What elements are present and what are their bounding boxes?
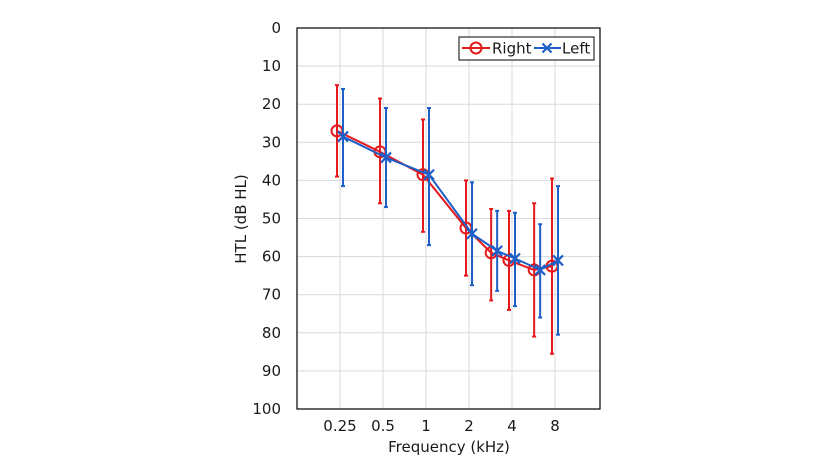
x-tick-label: 0.5 — [371, 417, 395, 435]
legend-item-right: Right — [462, 40, 532, 58]
grid — [297, 27, 600, 410]
y-tick-label: 50 — [262, 210, 281, 228]
y-tick-label: 60 — [262, 248, 281, 266]
y-tick-label: 90 — [262, 362, 281, 380]
data-point-left — [380, 151, 392, 164]
x-tick-label: 8 — [550, 417, 560, 435]
y-tick-label: 100 — [252, 400, 281, 418]
y-tick-label: 70 — [262, 286, 281, 304]
y-axis-label: HTL (dB HL) — [232, 174, 250, 264]
series-layer — [330, 84, 564, 355]
plot-frame — [296, 27, 601, 410]
series-line-right — [336, 129, 553, 271]
y-tick-label: 0 — [271, 19, 281, 37]
y-tick-label: 40 — [262, 171, 281, 189]
data-point-left — [491, 245, 503, 257]
legend-marker-left — [541, 42, 553, 54]
legend: Right Left — [458, 36, 595, 61]
series-line-left — [342, 135, 559, 272]
x-tick-label: 0.25 — [323, 417, 356, 435]
data-point-left — [423, 168, 435, 181]
legend-marker-right — [469, 41, 483, 55]
legend-label-right: Right — [492, 40, 532, 58]
legend-item-left: Left — [534, 40, 590, 58]
data-point-left — [509, 252, 521, 265]
y-tick-label: 10 — [262, 57, 281, 75]
data-point-left — [552, 254, 564, 267]
data-point-left — [466, 227, 478, 240]
legend-label-left: Left — [562, 40, 590, 58]
y-tick-label: 20 — [262, 95, 281, 113]
legend-box — [458, 36, 595, 61]
data-point-left — [337, 130, 349, 143]
x-tick-label: 1 — [421, 417, 431, 435]
y-axis-ticks: 0 10 20 30 40 50 60 70 80 90 100 — [252, 19, 281, 418]
series-right — [330, 84, 559, 355]
data-point-left — [534, 264, 546, 276]
x-axis-label: Frequency (kHz) — [388, 438, 510, 456]
x-tick-label: 4 — [507, 417, 517, 435]
x-tick-label: 2 — [464, 417, 474, 435]
y-tick-label: 80 — [262, 324, 281, 342]
series-left — [337, 87, 564, 336]
x-axis-ticks: 0.25 0.5 1 2 4 8 — [323, 417, 559, 435]
y-tick-label: 30 — [262, 133, 281, 151]
